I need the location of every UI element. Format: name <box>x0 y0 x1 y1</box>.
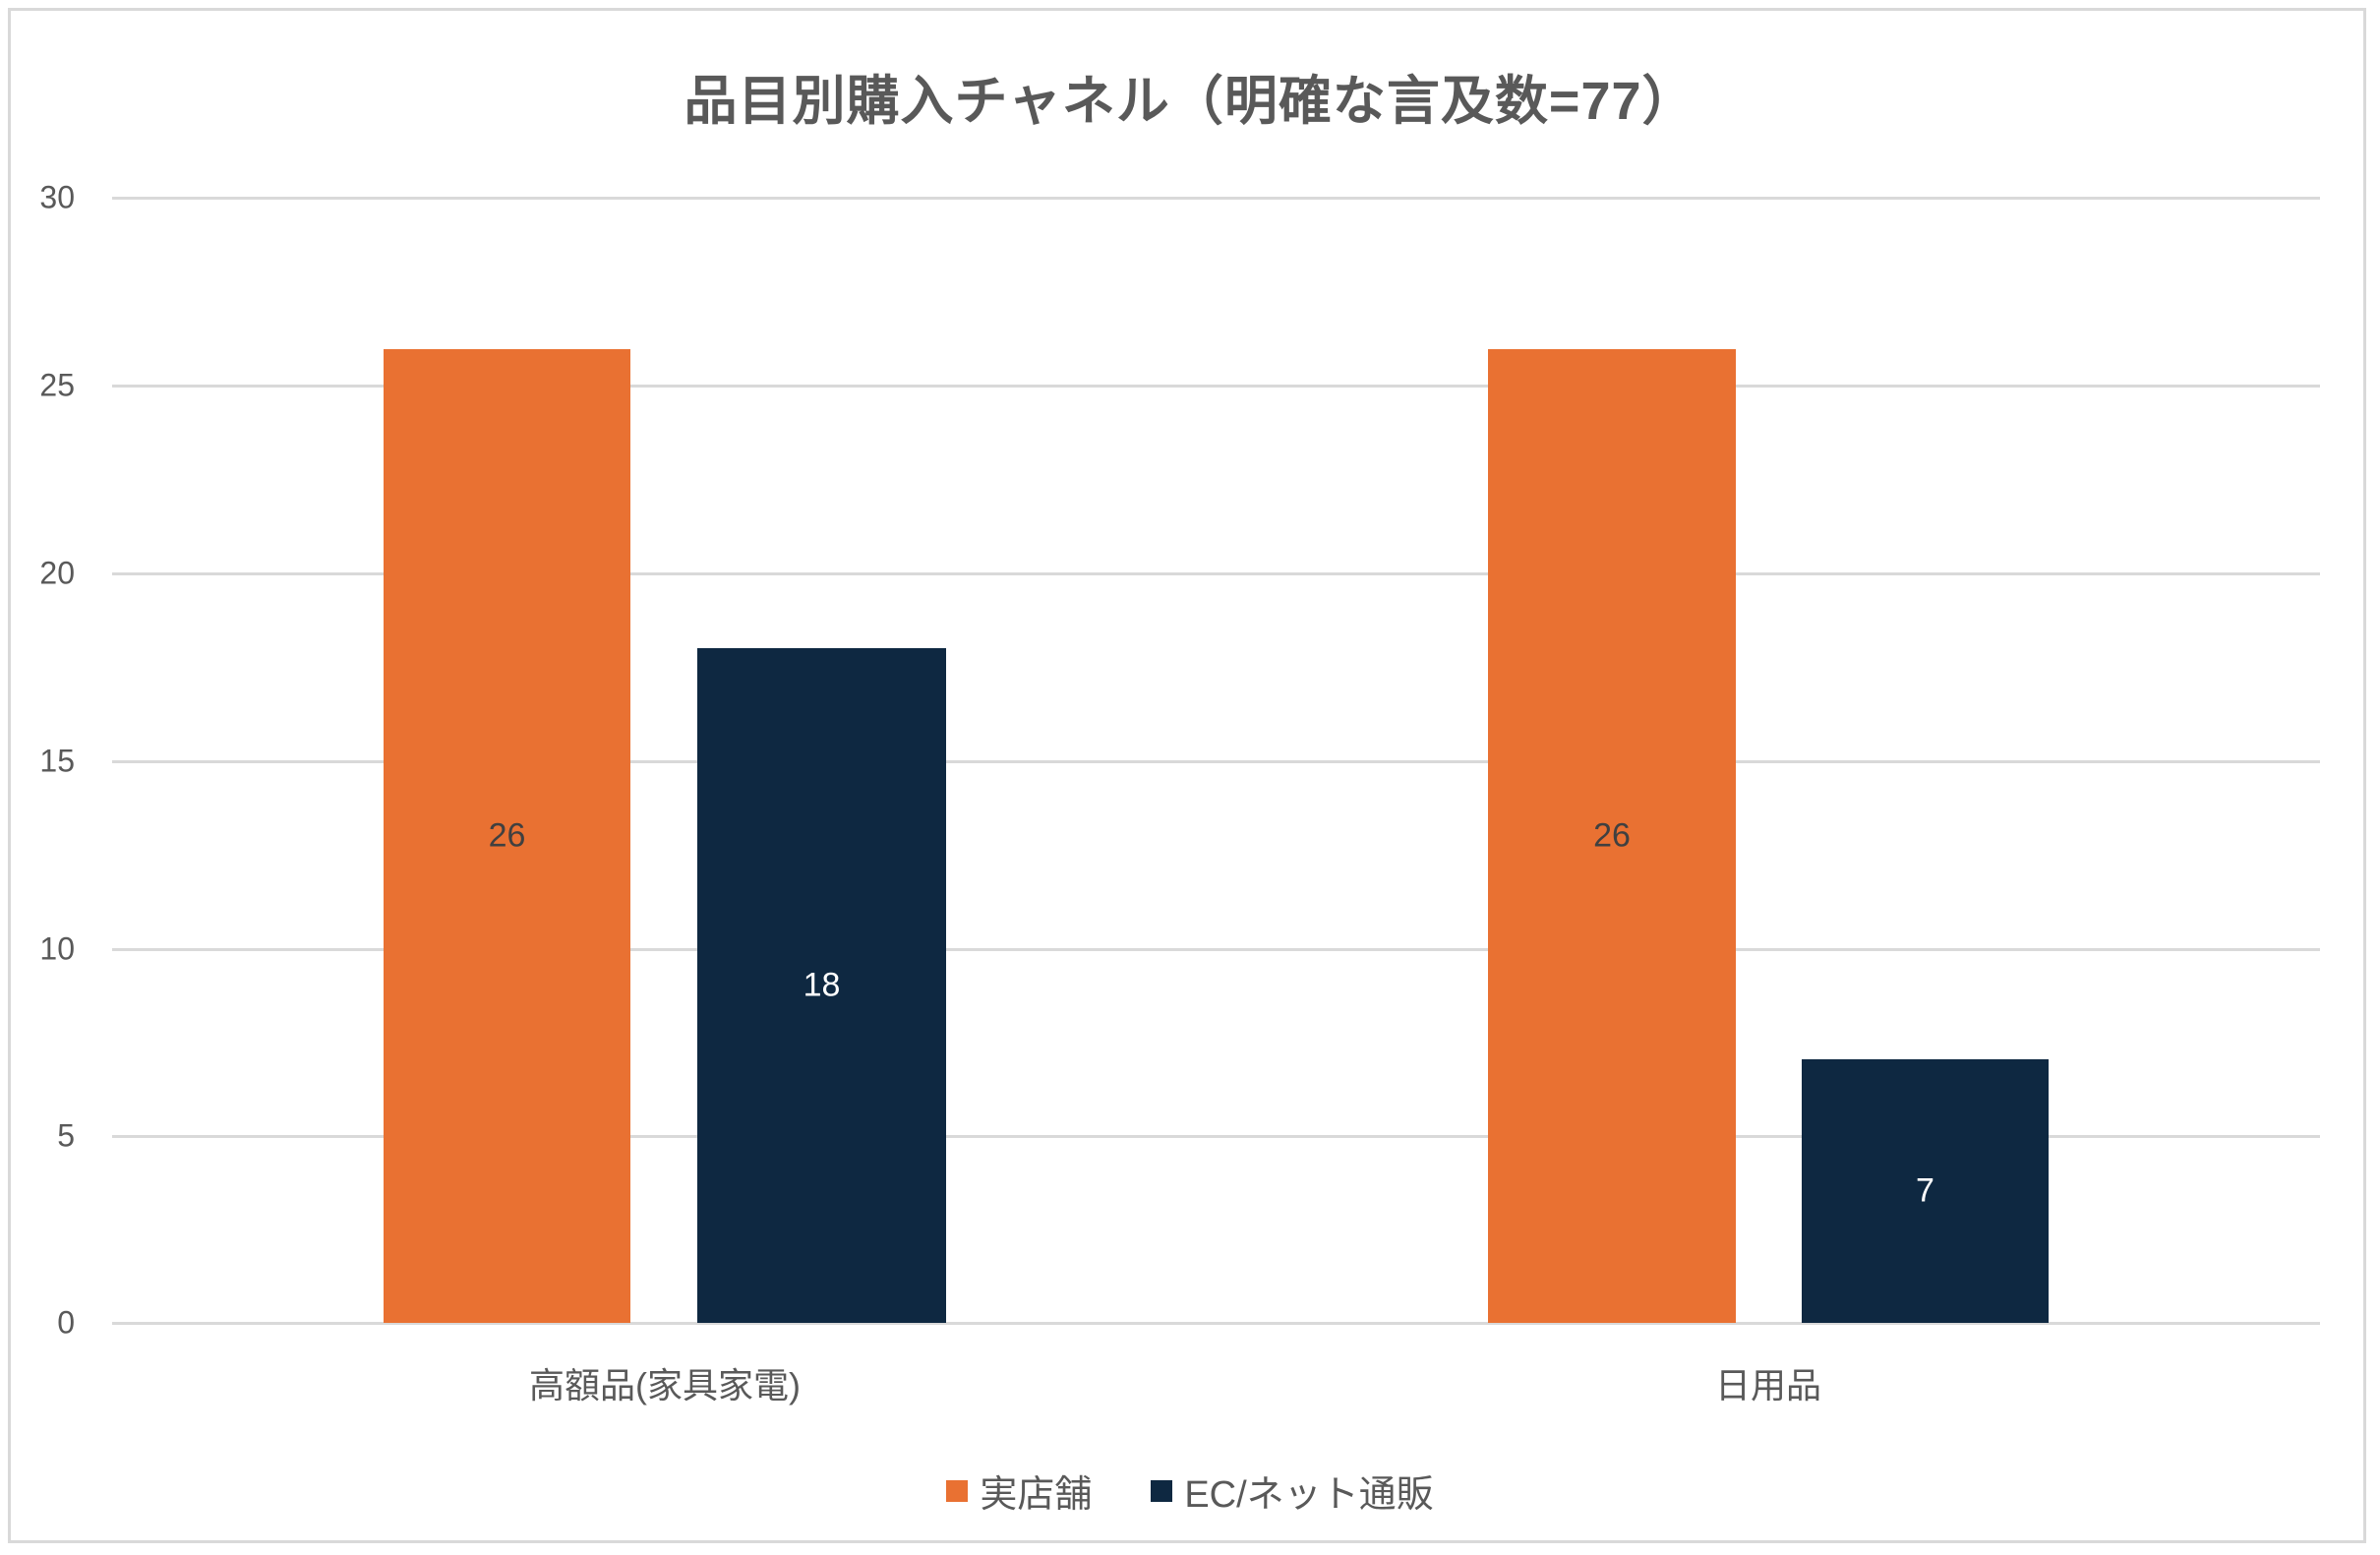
data-label: 26 <box>488 816 526 855</box>
data-label: 7 <box>1916 1171 1934 1210</box>
gridline-25 <box>112 385 2320 388</box>
y-tick-5: 5 <box>57 1117 75 1154</box>
chart-title: 品目別購入チャネル（明確な言及数=77） <box>684 72 1696 131</box>
legend-swatch-square-icon <box>946 1479 969 1502</box>
bar-ec-high-value[interactable]: 18 <box>697 648 946 1323</box>
y-tick-10: 10 <box>39 930 75 967</box>
legend-item-ec[interactable]: EC/ネット通販 <box>1151 1464 1434 1518</box>
y-tick-20: 20 <box>39 555 75 591</box>
x-label-daily-goods: 日用品 <box>1714 1365 1822 1405</box>
bar-store-daily-goods[interactable]: 26 <box>1488 349 1736 1323</box>
gridline-10 <box>112 948 2320 951</box>
y-tick-15: 15 <box>39 743 75 779</box>
y-tick-25: 25 <box>39 367 75 403</box>
gridline-0 <box>112 1322 2320 1325</box>
gridline-30 <box>112 197 2320 200</box>
bar-ec-daily-goods[interactable]: 7 <box>1802 1059 2049 1323</box>
y-tick-30: 30 <box>39 179 75 215</box>
legend: 実店舗 EC/ネット通販 <box>0 1464 2380 1518</box>
bar-store-high-value[interactable]: 26 <box>384 349 630 1323</box>
y-tick-0: 0 <box>57 1304 75 1341</box>
gridline-15 <box>112 760 2320 763</box>
data-label: 18 <box>803 966 841 1004</box>
legend-label: EC/ネット通販 <box>1184 1474 1434 1516</box>
data-label: 26 <box>1593 816 1631 855</box>
legend-label: 実店舗 <box>980 1474 1093 1516</box>
gridline-20 <box>112 572 2320 575</box>
gridline-5 <box>112 1135 2320 1138</box>
x-label-high-value: 高額品(家具家電) <box>529 1365 801 1405</box>
legend-item-store[interactable]: 実店舗 <box>946 1464 1092 1518</box>
legend-swatch-square-icon <box>1151 1479 1173 1502</box>
